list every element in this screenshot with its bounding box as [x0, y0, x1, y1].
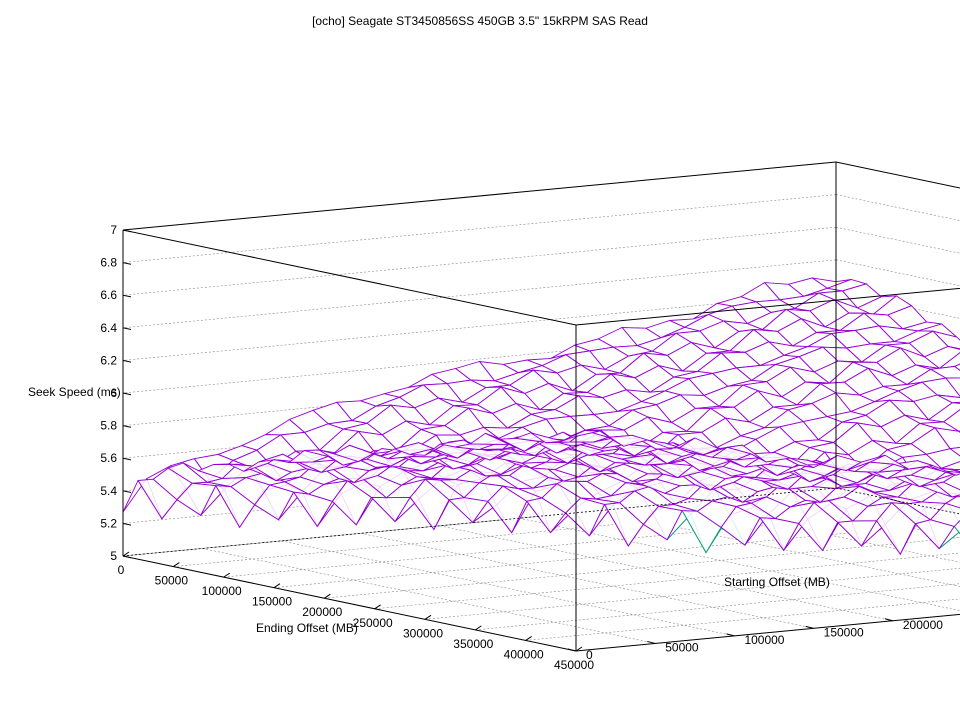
grid-line-z-right-10 — [835, 161, 960, 189]
z-tick-mark-2 — [122, 490, 132, 493]
y-tick-label-3: 150000 — [824, 625, 864, 639]
floor-back-edges — [122, 487, 960, 557]
grid-line-x-floor-6 — [424, 567, 960, 620]
grid-line-y-floor-1 — [202, 548, 656, 644]
grid-line-z-left-7 — [122, 259, 837, 329]
z-tick-mark-0 — [122, 555, 132, 559]
z-tick-label-4: 5.8 — [100, 419, 117, 433]
z-tick-mark-7 — [122, 327, 132, 330]
grid-line-z-left-0 — [122, 487, 837, 557]
x-tick-label-9: 450000 — [554, 658, 594, 672]
y-axis-label: Starting Offset (MB) — [724, 575, 830, 589]
grid-line-y-floor-5 — [519, 517, 960, 611]
x-tick-label-2: 100000 — [202, 584, 242, 598]
y-tick-label-4: 200000 — [903, 618, 943, 632]
surface-cell-41 — [953, 363, 960, 372]
z-tick-mark-8 — [122, 294, 132, 298]
z-tick-label-10: 7 — [110, 223, 117, 237]
z-tick-label-7: 6.4 — [100, 321, 117, 335]
z-tick-label-2: 5.4 — [100, 484, 117, 498]
tick-labels: 5 5.2 5.4 5.6 5.8 6 6.2 6.4 6.6 6.8 7 0 50000 100000 1… — [100, 223, 943, 672]
x-tick-mark-2 — [223, 572, 230, 578]
z-tick-mark-1 — [122, 522, 132, 526]
z-tick-mark-9 — [122, 262, 132, 265]
z-tick-label-5: 6 — [110, 386, 117, 400]
x-tick-label-7: 350000 — [453, 637, 493, 651]
grid-line-y-floor-4 — [439, 525, 893, 622]
grid-line-z-right-8 — [835, 226, 960, 254]
z-tick-mark-6 — [122, 359, 132, 363]
z-tick-label-9: 6.8 — [100, 256, 117, 270]
y-axis-line — [575, 613, 960, 652]
grid-line-z-right-9 — [835, 194, 960, 221]
surface-mesh — [122, 277, 960, 556]
z-tick-mark-10 — [122, 229, 132, 233]
x-tick-mark-6 — [424, 614, 432, 620]
z-axis-label: Seek Speed (ms) — [28, 385, 121, 399]
x-tick-label-3: 150000 — [252, 595, 292, 609]
y-tick-mark-2 — [726, 633, 735, 637]
grid-line-z-left-5 — [122, 324, 837, 394]
y-tick-label-1: 50000 — [665, 640, 699, 654]
x-tick-label-6: 300000 — [403, 626, 443, 640]
top-front-edges — [122, 229, 960, 326]
z-tick-label-0: 5 — [110, 549, 117, 563]
x-tick-mark-5 — [374, 604, 381, 610]
z-tick-mark-3 — [122, 457, 132, 461]
x-tick-mark-4 — [324, 593, 331, 599]
grid-line-z-left-9 — [122, 194, 837, 263]
x-tick-label-5: 250000 — [353, 616, 393, 630]
x-tick-label-1: 50000 — [155, 574, 189, 588]
grid-line-y-floor-2 — [281, 540, 735, 637]
grid-line-z-left-8 — [122, 226, 837, 296]
z-tick-label-8: 6.6 — [100, 288, 117, 302]
y-tick-mark-1 — [647, 640, 656, 644]
grid-line-z-left-4 — [122, 357, 837, 426]
y-tick-label-2: 100000 — [744, 633, 784, 647]
z-tick-mark-5 — [122, 392, 132, 396]
z-tick-mark-4 — [122, 425, 132, 428]
surface-cell-899 — [560, 430, 600, 442]
grid-line-x-floor-4 — [324, 537, 960, 599]
grid-line-y-floor-3 — [360, 533, 814, 629]
surface-cell-639 — [448, 497, 489, 524]
top-back-edges — [122, 161, 960, 231]
x-tick-label-8: 400000 — [504, 647, 544, 661]
chart-title: [ocho] Seagate ST3450856SS 450GB 3.5" 15… — [312, 14, 648, 28]
x-tick-mark-7 — [475, 625, 482, 631]
x-tick-label-4: 200000 — [302, 605, 342, 619]
x-tick-mark-0 — [122, 551, 130, 557]
y-tick-mark-3 — [805, 625, 814, 629]
x-axis-line — [122, 555, 577, 652]
surface-cell-262 — [953, 519, 960, 535]
x-axis-label: Ending Offset (MB) — [256, 621, 358, 635]
grid-line-z-left-6 — [122, 292, 837, 361]
y-tick-label-0: 0 — [586, 648, 593, 662]
y-tick-mark-0 — [567, 648, 577, 652]
x-tick-label-0: 0 — [118, 563, 125, 577]
x-tick-mark-9 — [575, 646, 583, 652]
x-tick-mark-8 — [525, 636, 532, 641]
x-tick-mark-3 — [273, 583, 281, 589]
y-tick-mark-4 — [884, 618, 894, 622]
z-tick-label-6: 6.2 — [100, 353, 117, 367]
x-tick-mark-1 — [173, 562, 180, 567]
grid-line-z-right-7 — [835, 259, 960, 287]
grid-line-x-floor-5 — [374, 552, 960, 610]
z-tick-label-3: 5.6 — [100, 451, 117, 465]
z-tick-label-1: 5.2 — [100, 516, 117, 530]
